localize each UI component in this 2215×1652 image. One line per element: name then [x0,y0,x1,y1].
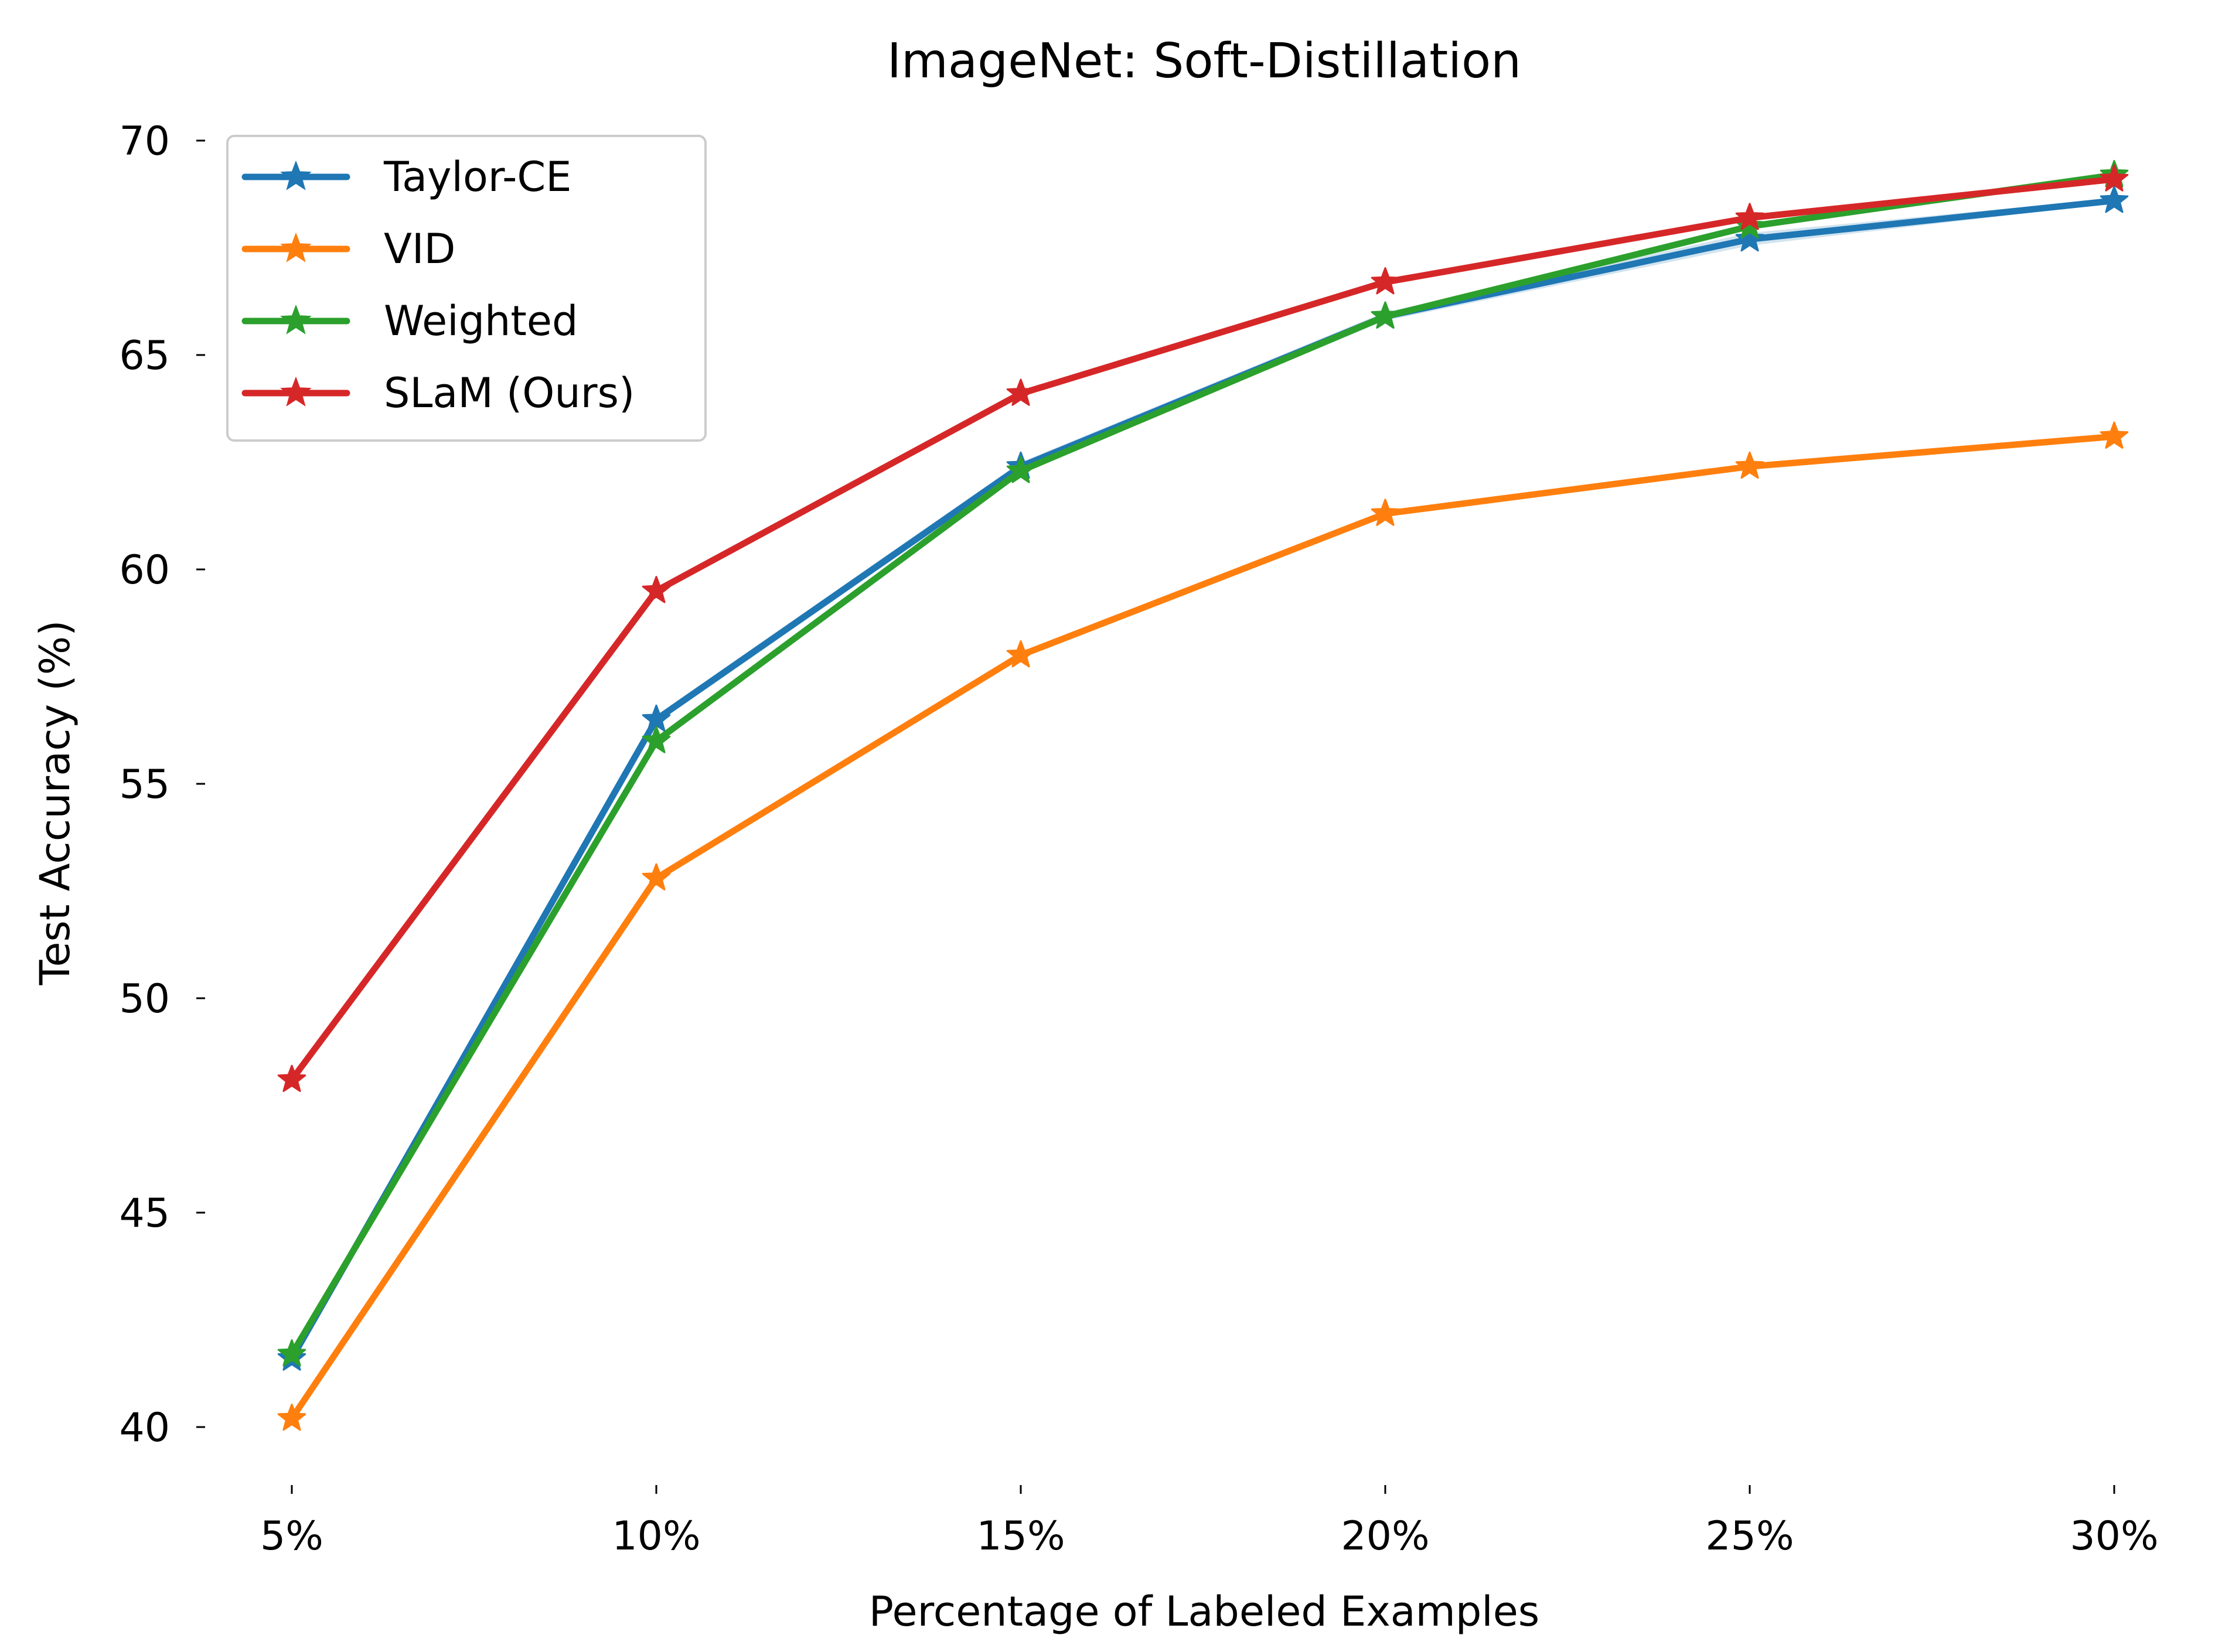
legend-label: VID [384,225,455,273]
data-point [277,1403,306,1431]
data-point [2100,164,2129,192]
data-point [1006,640,1035,668]
series-line [288,176,2118,1083]
data-point [1371,301,1400,329]
legend-item: SLaM (Ours) [241,369,635,417]
legend-item: Weighted [241,297,578,345]
data-point [642,726,671,753]
data-point [277,1339,306,1367]
series-line [288,433,2118,1422]
x-tick-label: 30% [2070,1513,2158,1559]
x-tick-label: 15% [976,1513,1065,1559]
chart-title: ImageNet: Soft-Distillation [887,33,1521,89]
legend-label: Weighted [384,297,578,345]
data-point [1006,456,1035,483]
data-point [642,863,671,890]
y-axis: 40 45 50 55 60 65 70 [119,118,205,1451]
data-point [1371,267,1400,295]
data-point [642,576,671,603]
series-group [277,164,2129,1092]
legend-item: VID [241,225,455,273]
y-tick-label: 70 [119,118,170,165]
data-point [1735,451,1764,479]
series-group [277,421,2129,1431]
data-point [642,704,671,732]
legend-label: Taylor-CE [383,153,571,201]
data-point [1735,224,1764,252]
x-tick-label: 20% [1341,1513,1429,1559]
data-point [1371,499,1400,526]
series-line [288,172,2118,1358]
data-point [1735,203,1764,230]
data-point [277,1064,306,1092]
legend-label: SLaM (Ours) [384,369,635,417]
x-tick-label: 25% [1705,1513,1794,1559]
y-tick-label: 60 [119,547,170,593]
data-point [2100,186,2129,213]
x-tick-label: 10% [612,1513,700,1559]
x-tick-label: 5% [260,1513,323,1559]
y-tick-label: 40 [119,1405,170,1451]
legend: Taylor-CE VID Weighted SLaM (Ours) [226,135,707,442]
legend-marker [280,304,312,335]
data-point [2100,421,2129,449]
data-point [1006,378,1035,406]
y-axis-title: Test Accuracy (%) [31,620,79,985]
legend-box [226,135,707,442]
series-lines [277,160,2129,1431]
legend-marker [280,232,312,262]
legend-marker [280,160,312,190]
x-axis: 5% 10% 15% 20% 25% 30% [260,1485,2159,1559]
y-tick-label: 45 [119,1190,170,1237]
x-axis-title: Percentage of Labeled Examples [869,1588,1540,1636]
legend-item: Taylor-CE [241,153,571,201]
legend-marker [280,376,312,407]
y-tick-label: 65 [119,333,170,379]
y-tick-label: 50 [119,976,170,1022]
y-tick-label: 55 [119,762,170,808]
